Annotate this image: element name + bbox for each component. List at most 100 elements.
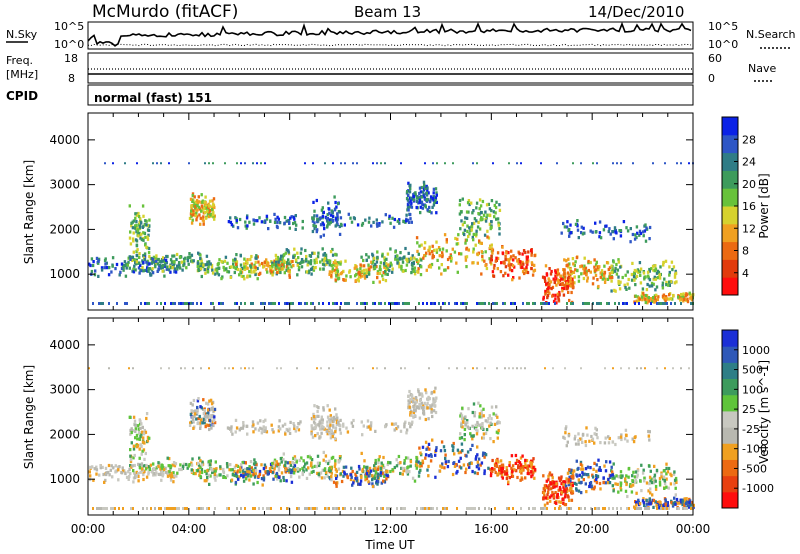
power-cell xyxy=(323,256,327,261)
power-cell xyxy=(676,162,678,165)
power-cell xyxy=(293,253,296,257)
power-cell xyxy=(367,220,371,224)
power-cell xyxy=(134,268,137,272)
velocity-cell xyxy=(673,500,676,505)
velocity-cell xyxy=(464,470,467,475)
power-cell xyxy=(485,216,488,220)
velocity-cell xyxy=(586,433,589,437)
power-cell xyxy=(639,267,643,271)
velocity-cell xyxy=(164,470,168,474)
velocity-cell xyxy=(129,432,132,436)
power-cell xyxy=(487,202,490,206)
velocity-cell xyxy=(374,461,377,465)
velocity-cell xyxy=(264,465,268,469)
power-cell xyxy=(582,267,585,271)
power-cell xyxy=(356,302,358,305)
power-cell xyxy=(244,302,246,305)
power-cell xyxy=(391,216,394,220)
velocity-cell xyxy=(642,501,646,505)
velocity-cell xyxy=(520,507,522,510)
power-cell xyxy=(669,280,673,284)
velocity-cell xyxy=(328,476,331,480)
velocity-cell xyxy=(269,462,273,466)
power-cell xyxy=(644,297,647,301)
power-cell xyxy=(274,302,276,305)
velocity-cell xyxy=(664,498,667,502)
power-cell xyxy=(340,271,344,275)
power-cell xyxy=(502,274,505,278)
power-cell xyxy=(460,252,463,256)
velocity-cell xyxy=(556,492,559,497)
power-cell xyxy=(319,267,322,271)
power-cell xyxy=(414,191,417,195)
power-cell xyxy=(489,245,492,249)
velocity-cell xyxy=(395,464,399,468)
velocity-cell xyxy=(612,489,615,493)
velocity-cell xyxy=(434,399,437,403)
velocity-cell xyxy=(321,468,324,472)
velocity-cell xyxy=(598,507,600,510)
power-cell xyxy=(110,270,113,274)
velocity-cell xyxy=(207,473,211,477)
velocity-cell xyxy=(168,507,170,510)
velocity-cell xyxy=(563,502,566,507)
velocity-cell xyxy=(617,490,620,494)
power-cell xyxy=(443,268,446,272)
power-cell xyxy=(239,268,242,272)
velocity-cell xyxy=(532,471,535,475)
power-cell xyxy=(148,302,150,305)
velocity-cell xyxy=(432,397,435,401)
velocity-cell xyxy=(407,394,410,398)
power-cell xyxy=(481,199,485,204)
power-cell xyxy=(138,224,142,228)
velocity-cell xyxy=(369,469,373,473)
power-cell xyxy=(145,219,148,223)
power-cell xyxy=(182,302,184,305)
power-cell xyxy=(152,162,154,165)
velocity-cell xyxy=(176,471,179,475)
velocity-cell xyxy=(246,467,249,471)
velocity-cell xyxy=(247,474,250,478)
power-cell xyxy=(554,297,557,301)
power-cell xyxy=(470,225,473,229)
velocity-cell xyxy=(140,464,143,468)
velocity-cell xyxy=(424,456,427,460)
power-cell xyxy=(441,255,444,259)
velocity-cell xyxy=(511,464,515,468)
power-cell xyxy=(195,199,199,203)
velocity-cell xyxy=(432,403,436,407)
velocity-cell xyxy=(595,477,598,481)
power-cell xyxy=(498,232,501,236)
velocity-cell xyxy=(403,461,406,465)
power-cell xyxy=(474,234,478,238)
power-cell xyxy=(683,297,686,302)
velocity-cell xyxy=(379,473,382,478)
power-cell xyxy=(546,281,550,285)
power-cell xyxy=(363,272,366,276)
velocity-cell xyxy=(643,479,646,483)
velocity-cell xyxy=(545,484,548,488)
power-cell xyxy=(664,298,667,303)
power-cell xyxy=(594,221,597,225)
velocity-cell xyxy=(615,474,618,478)
velocity-cell xyxy=(680,367,682,370)
power-cell xyxy=(342,269,345,273)
power-cell xyxy=(288,302,290,305)
power-cell xyxy=(465,238,468,242)
velocity-cell xyxy=(157,464,160,468)
velocity-cell xyxy=(189,421,192,425)
power-cell xyxy=(501,245,504,249)
power-cell xyxy=(207,215,211,219)
power-cell xyxy=(234,267,237,271)
velocity-cell xyxy=(159,472,162,477)
velocity-cell xyxy=(459,456,462,460)
power-cell xyxy=(139,219,142,223)
power-cell xyxy=(191,192,195,196)
velocity-cell xyxy=(399,471,402,476)
power-cell xyxy=(686,300,690,304)
velocity-cell xyxy=(132,507,134,510)
nave-tick-high: 60 xyxy=(708,52,722,65)
power-cell xyxy=(88,262,91,266)
velocity-cell xyxy=(92,478,95,482)
